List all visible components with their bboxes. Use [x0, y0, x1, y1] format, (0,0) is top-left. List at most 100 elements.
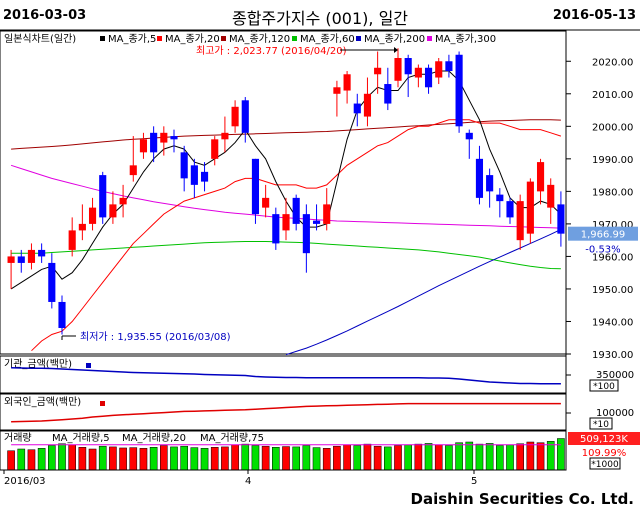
inst-unit-box	[589, 379, 619, 392]
high-annotation: 최고가 : 2,023.77 (2016/04/20)	[196, 45, 347, 57]
volume-bar	[424, 443, 433, 471]
candle-body	[99, 175, 107, 218]
foreign-tick-label: 100000	[596, 408, 634, 419]
stock-chart[interactable]: 일본식차트(일간) MA_종가,5 MA_종가,20 MA_종가,120 MA_종가,6…	[0, 0, 640, 488]
volume-bar	[292, 446, 300, 471]
volume-bar	[109, 446, 117, 471]
candle-body	[272, 214, 280, 244]
candle-body	[211, 139, 219, 159]
candle-body	[333, 87, 341, 94]
volume-bar	[434, 444, 443, 471]
candle-body	[88, 207, 97, 224]
volume-bar	[98, 445, 107, 471]
x-tick-label: 4	[245, 476, 251, 487]
volume-bar	[48, 445, 56, 471]
candle-body	[424, 67, 433, 88]
current-value-box	[568, 226, 638, 241]
end-date: 2016-05-13	[552, 8, 636, 23]
foreign-line	[11, 402, 561, 423]
volume-bar	[373, 445, 382, 471]
current-value: 1,966.99	[581, 230, 626, 241]
volume-bar	[516, 443, 524, 471]
volume-bar	[261, 445, 270, 471]
candle-body	[27, 249, 36, 263]
inst-title: 기관_금액(백만)	[4, 358, 72, 370]
candle-body	[58, 301, 66, 328]
foreign-unit-box	[589, 417, 613, 430]
volume-bar	[27, 449, 36, 471]
legend-swatch	[157, 36, 162, 41]
y-tick-label: 2000.00	[592, 122, 633, 133]
volume-bar	[17, 448, 26, 471]
candle-body	[394, 58, 402, 81]
candle-body	[323, 204, 331, 224]
candle-body	[292, 197, 300, 224]
volume-bar	[394, 445, 402, 471]
candle-body	[221, 132, 229, 140]
candle-body	[241, 100, 249, 133]
candle-body	[516, 201, 524, 241]
volume-bar	[557, 438, 565, 471]
candle-body	[262, 197, 270, 208]
volume-bar	[251, 445, 260, 471]
y-tick-label: 1960.00	[592, 252, 633, 263]
candle-body	[435, 61, 443, 78]
candle-body	[465, 132, 473, 140]
candle-body	[139, 139, 148, 153]
candle-body	[302, 214, 310, 254]
volume-bar	[7, 450, 15, 471]
legend-chart-name: 일본식차트(일간)	[4, 33, 76, 45]
y-tick-label: 2020.00	[592, 57, 633, 68]
volume-title: 거래량	[4, 432, 32, 444]
volume-bar	[231, 444, 239, 471]
candle-body	[119, 197, 127, 205]
volume-bar	[58, 443, 66, 471]
company-name: Daishin Securities Co. Ltd.	[410, 490, 634, 508]
volume-bar	[210, 447, 219, 471]
volume-legend-item: MA_거래량,5	[52, 432, 110, 444]
volume-bar	[170, 446, 178, 471]
volume-bar	[312, 447, 321, 471]
volume-bar	[343, 444, 351, 471]
legend-item: MA_종가,5	[108, 33, 156, 45]
y-tick-label: 1980.00	[592, 187, 633, 198]
candle-body	[455, 54, 463, 127]
volume-legend-item: MA_거래량,20	[122, 432, 186, 444]
candle-body	[496, 194, 504, 202]
volume-bar	[160, 445, 168, 471]
volume-bar	[272, 447, 280, 471]
ma20-line	[31, 119, 562, 352]
candle-body	[343, 74, 351, 91]
y-tick-label: 1940.00	[592, 317, 633, 328]
legend-swatch	[356, 36, 361, 41]
volume-bar	[302, 445, 311, 471]
candle-body	[312, 220, 321, 224]
candle-body	[414, 67, 422, 78]
volume-bar	[129, 447, 138, 471]
inst-panel	[0, 355, 567, 394]
volume-bar	[180, 445, 188, 471]
legend-item: MA_종가,60	[300, 33, 355, 45]
volume-bar	[149, 447, 158, 471]
price-panel	[0, 30, 567, 355]
ma60-line	[11, 241, 561, 270]
change-pct: -0.53%	[585, 245, 620, 256]
candle-body	[374, 67, 382, 75]
volume-bar	[139, 448, 148, 471]
candle-body	[170, 136, 178, 140]
volume-bar	[404, 444, 412, 471]
legend-swatch	[292, 36, 297, 41]
volume-bar	[78, 447, 87, 471]
candle-body	[7, 256, 15, 263]
volume-bar	[496, 445, 504, 471]
inst-line	[11, 367, 561, 385]
candle-body	[200, 171, 209, 182]
volume-bar	[546, 441, 555, 471]
legend-swatch	[221, 36, 226, 41]
candle-body	[48, 262, 56, 302]
volume-bar	[37, 448, 46, 471]
volume-pct: 109.99%	[582, 448, 627, 459]
volume-bar	[414, 443, 423, 471]
candle-body	[363, 93, 372, 117]
volume-bar	[536, 442, 545, 471]
